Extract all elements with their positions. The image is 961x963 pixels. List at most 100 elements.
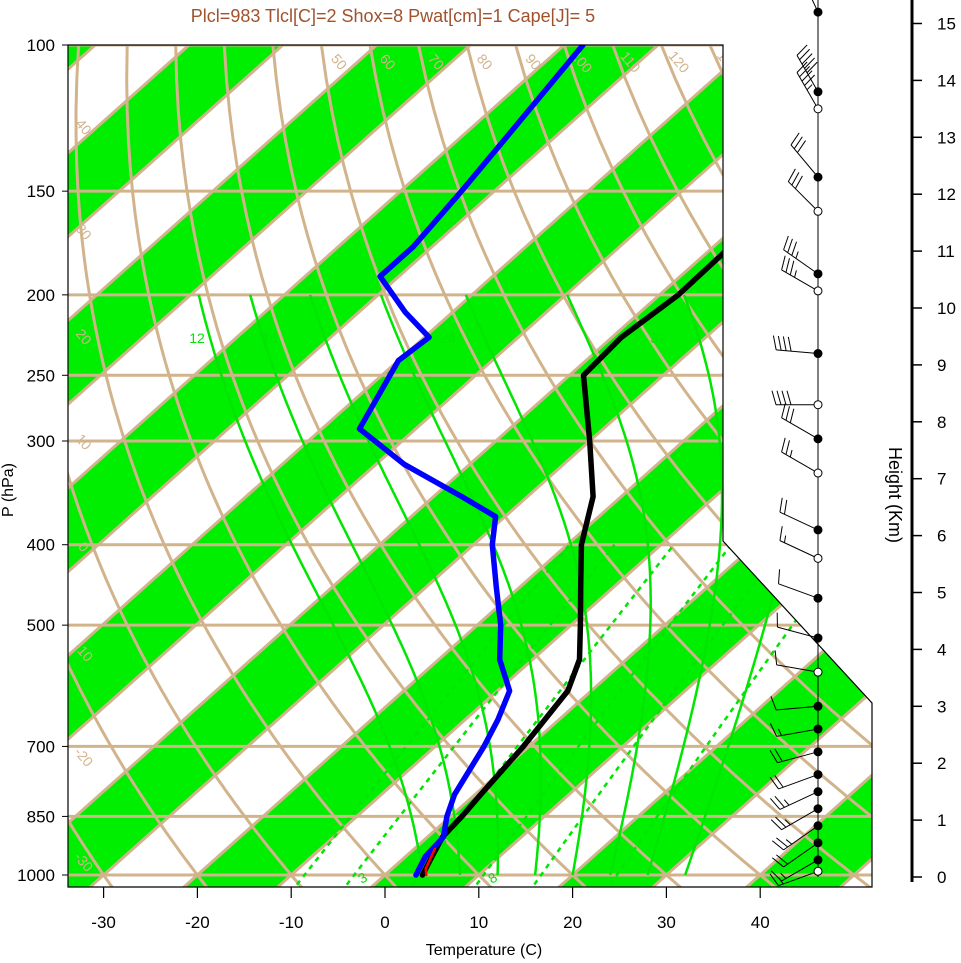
wind-barb-flag — [804, 74, 815, 86]
wind-barb-flag — [769, 723, 778, 737]
wind-level-marker — [813, 349, 823, 359]
wind-barb-flag — [774, 650, 778, 665]
dewpoint-line — [356, 45, 586, 878]
isotherm-line — [68, 45, 566, 887]
wind-barb-shaft — [779, 540, 819, 559]
pressure-tick-label: 250 — [27, 366, 55, 385]
sounding-series — [356, 45, 872, 878]
wind-level-marker — [813, 838, 823, 848]
wind-level-marker — [813, 747, 823, 757]
isotherm-line — [68, 45, 378, 887]
pressure-tick-label: 1000 — [17, 866, 55, 885]
wind-barb-flag — [806, 61, 818, 74]
wind-barb-shaft — [781, 859, 819, 882]
wind-level-marker — [813, 286, 823, 296]
moist-adiabat-line — [566, 294, 652, 876]
wind-barb-shaft — [778, 774, 819, 790]
temperature-tick-label: 0 — [380, 913, 389, 932]
isotherm-line — [176, 45, 872, 887]
wind-barb-flag — [794, 175, 803, 189]
wind-barb-flag — [783, 499, 788, 515]
wind-barb-flag — [781, 403, 786, 418]
wind-barb-flag — [769, 776, 779, 790]
dry-adiabat-line — [465, 45, 872, 887]
wind-barb-flag — [775, 816, 787, 828]
temperature-line — [419, 45, 872, 878]
pressure-tick-label: 300 — [27, 432, 55, 451]
height-tick-label: 6 — [937, 527, 946, 546]
height-tick-label: 9 — [937, 356, 946, 375]
pressure-tick-label: 150 — [27, 182, 55, 201]
wind-barb-flag — [778, 569, 781, 584]
isotherm-line — [68, 45, 659, 887]
isotherm-line — [68, 45, 753, 887]
wind-barb-flag — [781, 255, 786, 271]
wind-level-marker — [813, 667, 823, 677]
wind-barb-shaft — [781, 451, 819, 474]
wind-barb-flag — [785, 440, 790, 455]
wind-barb-flag — [771, 390, 777, 405]
wind-barb-flag — [771, 840, 784, 851]
isotherm-label-right: 30 — [723, 127, 745, 149]
wind-level-marker — [813, 724, 823, 734]
wind-barb-flag — [787, 336, 792, 352]
isotherm-band — [177, 45, 872, 887]
wind-barb-flag — [777, 335, 782, 351]
isotherm-band — [365, 45, 872, 887]
wind-level-marker — [813, 593, 823, 603]
wind-barb-flag — [793, 136, 803, 150]
wind-level-marker — [813, 821, 823, 831]
dry-adiabat-line — [514, 45, 872, 887]
wind-barb-shaft — [779, 511, 819, 531]
isotherm-band — [68, 45, 658, 887]
isotherm-line — [645, 45, 872, 887]
dry-adiabat-label: 120 — [665, 48, 692, 76]
wind-level-marker — [813, 770, 823, 780]
wind-barb-flag — [787, 238, 793, 253]
isotherm-band — [68, 45, 471, 887]
wind-barb-flag — [779, 497, 783, 513]
plot-frame — [67, 44, 873, 888]
wind-barb-shaft — [790, 144, 819, 178]
wind-barb-shaft — [777, 751, 819, 764]
wind-level-marker — [813, 866, 823, 876]
isotherm-label-left: 10 — [73, 431, 95, 453]
wind-barb-flag — [799, 65, 810, 78]
wind-barb-flag — [787, 168, 796, 182]
height-tick-label: 11 — [937, 242, 955, 261]
wind-barb-half-flag — [794, 270, 797, 278]
moist-adiabat-line — [379, 294, 543, 876]
wind-barb-shaft — [776, 664, 819, 673]
pressure-tick-label: 100 — [27, 36, 55, 55]
wind-level-marker — [813, 400, 823, 410]
moist-adiabat-line — [464, 294, 593, 876]
wind-barb-shaft — [777, 626, 819, 639]
dry-adiabat-line — [125, 45, 498, 887]
mixing-ratio-line — [603, 543, 852, 887]
wind-barb-flag — [799, 48, 810, 61]
wind-barb-flag — [770, 696, 777, 711]
wind-level-marker — [813, 855, 823, 865]
wind-barb-flag — [797, 140, 806, 153]
wind-barb-flag — [776, 837, 789, 848]
wind-barb-shaft — [781, 417, 819, 440]
wind-barb-half-flag — [780, 873, 787, 879]
moist-adiabat-label: 24 — [440, 330, 456, 346]
dry-adiabat-label: 140 — [763, 48, 790, 76]
dry-adiabat-label: 150 — [811, 48, 838, 76]
dry-adiabat-label: 130 — [714, 48, 741, 76]
wind-barb-column — [769, 0, 823, 887]
height-tick-label: 12 — [937, 185, 956, 204]
wind-barb-half-flag — [783, 535, 787, 543]
y-axis-title: P (hPa) — [0, 463, 17, 517]
wind-barb-flag — [770, 870, 782, 882]
isotherm-label-right: 30 — [844, 652, 866, 674]
wind-barb-flag — [791, 172, 800, 186]
dry-adiabat-line — [271, 45, 783, 887]
wind-level-marker — [813, 804, 823, 814]
wind-barb-shaft — [796, 55, 819, 93]
wind-barb-flag — [770, 819, 782, 831]
dry-adiabat-line — [68, 45, 213, 887]
wind-barb-flag — [789, 408, 795, 423]
